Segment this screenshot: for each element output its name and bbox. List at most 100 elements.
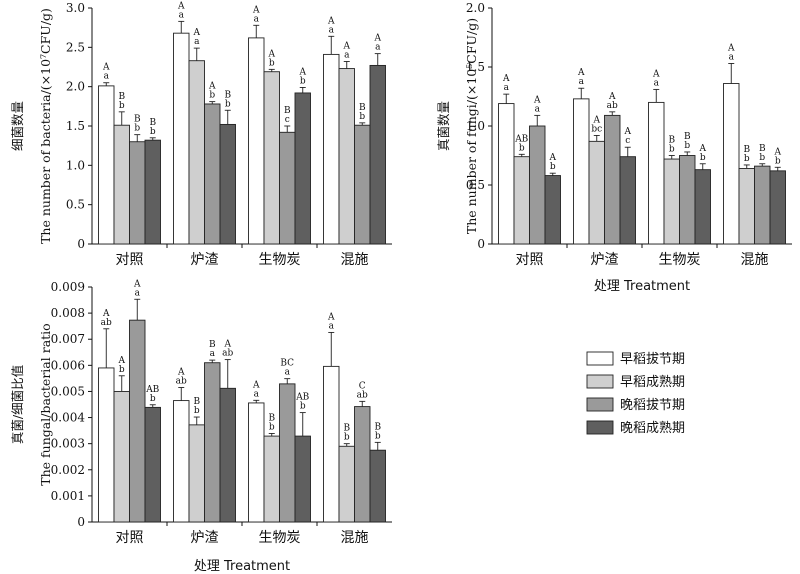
category-label: 生物炭 <box>259 252 301 268</box>
y-tick-label: 2.0 <box>466 1 485 15</box>
bar <box>338 68 355 245</box>
bar <box>219 387 236 523</box>
y-tick-label: 0.004 <box>51 411 86 425</box>
y-tick-label: 1.5 <box>466 60 485 74</box>
x-axis-title: 处理 Treatment <box>594 279 690 294</box>
y-tick-label: 1.0 <box>466 119 485 133</box>
x-axis-title: 处理 Treatment <box>194 559 290 574</box>
y-axis-title-cn: 真菌数量 <box>436 101 451 151</box>
y-axis-title-en: The fungal/bacterial ratio <box>38 323 53 485</box>
bar <box>204 362 221 523</box>
bar <box>354 406 371 523</box>
legend-label: 晚稻成熟期 <box>620 420 685 436</box>
bar <box>144 406 161 523</box>
category-label: 混施 <box>341 252 369 268</box>
bar <box>323 53 340 245</box>
significance-label: AB b <box>145 385 159 404</box>
y-tick-label: 1.5 <box>66 119 85 133</box>
bar <box>173 400 190 523</box>
legend-item-late-mature: 晚稻成熟期 <box>586 420 685 436</box>
y-tick-label: 0.003 <box>51 437 85 451</box>
y-axis-title-en: The number of bacteria/(×10⁷CFU/g) <box>38 8 53 244</box>
bar <box>129 319 146 523</box>
category-label: 炉渣 <box>191 252 219 268</box>
category-label: 炉渣 <box>591 252 619 268</box>
bar <box>663 158 680 245</box>
significance-label: BC a <box>280 359 294 378</box>
y-tick-label: 0.005 <box>51 384 85 398</box>
bar <box>679 155 696 245</box>
bar <box>723 83 740 245</box>
bar <box>338 445 355 523</box>
legend-swatch <box>586 351 614 366</box>
bar <box>619 156 636 245</box>
bar <box>188 424 205 523</box>
bar <box>369 449 386 523</box>
y-axis-title-cn: 真菌/细菌比值 <box>10 365 25 444</box>
legend-swatch <box>586 374 614 389</box>
y-tick-label: 0.002 <box>51 463 85 477</box>
legend: 早稻拔节期 早稻成熟期 晚稻拔节期 晚稻成熟期 <box>586 351 685 436</box>
bar <box>588 140 605 245</box>
y-tick-label: 3.0 <box>66 1 85 15</box>
significance-label: AB b <box>295 393 309 412</box>
y-tick-label: 0.008 <box>51 306 85 320</box>
y-tick-label: 0 <box>477 237 485 251</box>
bar <box>738 168 755 245</box>
category-label: 对照 <box>516 252 544 268</box>
bar <box>248 37 265 245</box>
category-label: 混施 <box>741 252 769 268</box>
legend-label: 晚稻拔节期 <box>620 398 685 413</box>
bar <box>113 124 130 245</box>
bar <box>754 165 771 245</box>
bar <box>263 71 280 245</box>
bar <box>498 103 515 245</box>
bar <box>173 32 190 245</box>
y-axis-title-cn: 细菌数量 <box>10 101 25 151</box>
ratio-chart: 0 0.001 0.002 0.003 0.004 0.005 0.006 0.007 0.00… <box>10 279 392 574</box>
y-tick-label: 0.007 <box>51 332 85 346</box>
y-tick-label: 2.5 <box>66 40 85 54</box>
bar <box>648 101 665 245</box>
bar <box>604 114 621 245</box>
legend-swatch <box>586 397 614 412</box>
category-label: 对照 <box>116 252 144 268</box>
y-tick-label: 2.0 <box>66 80 85 94</box>
bar <box>529 125 546 245</box>
